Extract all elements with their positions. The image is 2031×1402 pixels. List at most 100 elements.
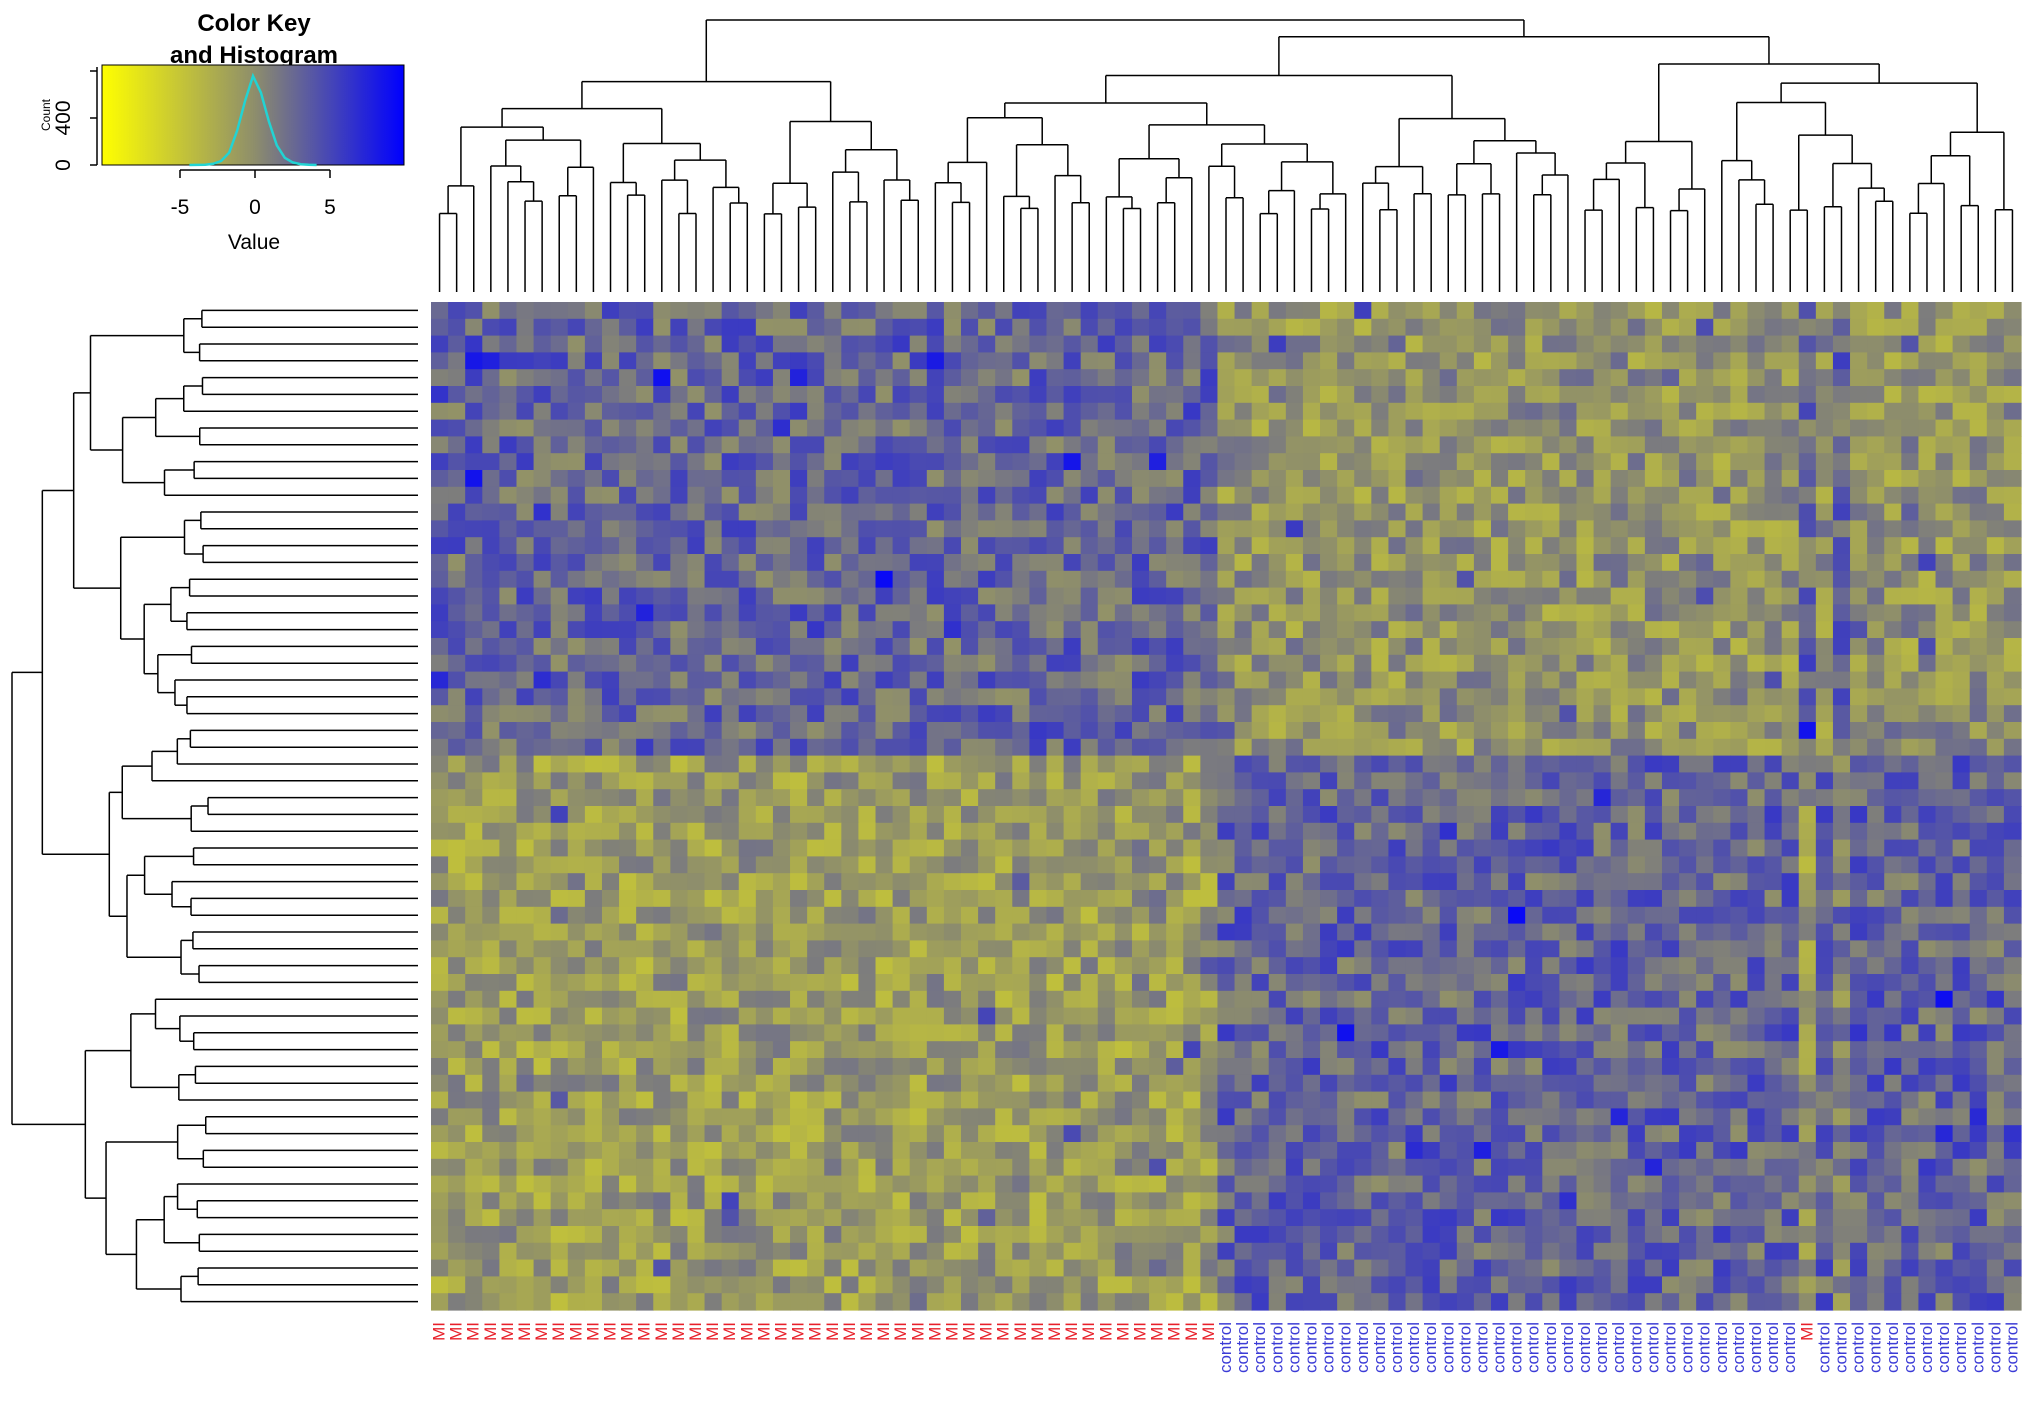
heatmap-cell (1268, 906, 1287, 925)
heatmap-cell (1610, 1024, 1629, 1042)
heatmap-cell (1627, 890, 1646, 908)
heatmap-cell (1405, 520, 1424, 538)
heatmap-cell (1337, 906, 1355, 925)
heatmap-cell (1473, 873, 1492, 891)
heatmap-cell (1867, 990, 1885, 1009)
heatmap-cell (1268, 453, 1287, 471)
heatmap-cell (1798, 957, 1817, 975)
heatmap-cell (755, 1074, 774, 1093)
heatmap-cell (653, 621, 671, 639)
heatmap-cell (1610, 335, 1629, 353)
heatmap-cell (1747, 722, 1766, 740)
heatmap-cell (1935, 318, 1954, 337)
heatmap-cell (1285, 369, 1304, 387)
heatmap-cell (1832, 318, 1851, 337)
heatmap-cell (1644, 688, 1663, 706)
heatmap-cell (687, 453, 706, 471)
heatmap-cell (738, 419, 757, 437)
heatmap-cell (1285, 402, 1304, 421)
heatmap-cell (1576, 738, 1595, 757)
heatmap-cell (670, 923, 689, 941)
heatmap-cell (1422, 302, 1441, 320)
heatmap-cell (909, 604, 928, 622)
heatmap-cell (1166, 974, 1184, 992)
heatmap-cell (1918, 1091, 1937, 1109)
heatmap-cell (1918, 654, 1937, 673)
heatmap-cell (1439, 386, 1458, 404)
heatmap-cell (1644, 419, 1663, 437)
heatmap-cell (1850, 453, 1868, 471)
heatmap-cell (1542, 890, 1560, 908)
heatmap-cell (858, 906, 877, 925)
heatmap-cell (533, 352, 552, 370)
heatmap-cell (1867, 369, 1885, 387)
heatmap-cell (978, 1024, 996, 1042)
heatmap-cell (1302, 369, 1321, 387)
heatmap-cell (1251, 1058, 1270, 1076)
heatmap-cell (961, 1024, 979, 1042)
heatmap-cell (1661, 352, 1680, 370)
heatmap-cell (858, 470, 877, 488)
heatmap-cell (1832, 839, 1851, 857)
heatmap-cell (995, 1074, 1013, 1093)
heatmap-cell (1542, 352, 1560, 370)
heatmap-cell (1559, 419, 1578, 437)
heatmap-cell (995, 638, 1013, 656)
heatmap-cell (1354, 419, 1372, 437)
heatmap-cell (1234, 369, 1253, 387)
heatmap-cell (1610, 1091, 1629, 1109)
heatmap-cell (1576, 352, 1595, 370)
heatmap-cell (1747, 990, 1766, 1009)
heatmap-cell (978, 587, 996, 605)
heatmap-cell (1063, 957, 1082, 975)
heatmap-cell (636, 604, 654, 622)
heatmap-cell (1149, 974, 1167, 992)
heatmap-cell (1696, 486, 1714, 505)
heatmap-cell (1422, 873, 1441, 891)
heatmap-cell (1114, 772, 1133, 790)
heatmap-cell (1234, 621, 1253, 639)
heatmap-cell (1986, 957, 2005, 975)
heatmap-cell (909, 1058, 928, 1076)
heatmap-cell (687, 486, 706, 505)
heatmap-cell (1627, 503, 1646, 521)
heatmap-cell (1935, 402, 1954, 421)
heatmap-cell (1713, 873, 1731, 891)
heatmap-cell (1473, 856, 1492, 874)
heatmap-cell (653, 570, 671, 589)
heatmap-cell (1610, 570, 1629, 589)
heatmap-cell (1627, 1091, 1646, 1109)
heatmap-cell (1832, 554, 1851, 572)
heatmap-cell (1559, 1074, 1578, 1093)
heatmap-cell (1781, 671, 1800, 689)
heatmap-cell (1388, 621, 1407, 639)
heatmap-cell (1730, 688, 1749, 706)
heatmap-cell (499, 974, 518, 992)
heatmap-cell (1867, 1074, 1885, 1093)
heatmap-cell (687, 1058, 706, 1076)
heatmap-cell (653, 856, 671, 874)
heatmap-cell (1986, 419, 2005, 437)
heatmap-cell (926, 772, 945, 790)
heatmap-cell (1131, 906, 1150, 925)
heatmap-cell (2003, 1091, 2022, 1109)
heatmap-cell (807, 1091, 825, 1109)
heatmap-cell (1251, 587, 1270, 605)
heatmap-cell (755, 335, 774, 353)
heatmap-cell (1832, 1041, 1851, 1059)
heatmap-cell (1764, 738, 1783, 757)
heatmap-cell (516, 520, 535, 538)
heatmap-cell (1114, 654, 1133, 673)
heatmap-cell (516, 302, 535, 320)
heatmap-cell (465, 402, 483, 421)
heatmap-cell (1217, 789, 1236, 807)
heatmap-cell (533, 638, 552, 656)
heatmap-cell (1131, 638, 1150, 656)
heatmap-cell (670, 755, 689, 773)
heatmap-cell (1097, 352, 1116, 370)
heatmap-cell (1063, 1058, 1082, 1076)
heatmap-cell (807, 856, 825, 874)
heatmap-cell (1131, 1108, 1150, 1126)
heatmap-cell (1183, 436, 1201, 454)
heatmap-cell (1234, 1024, 1253, 1042)
